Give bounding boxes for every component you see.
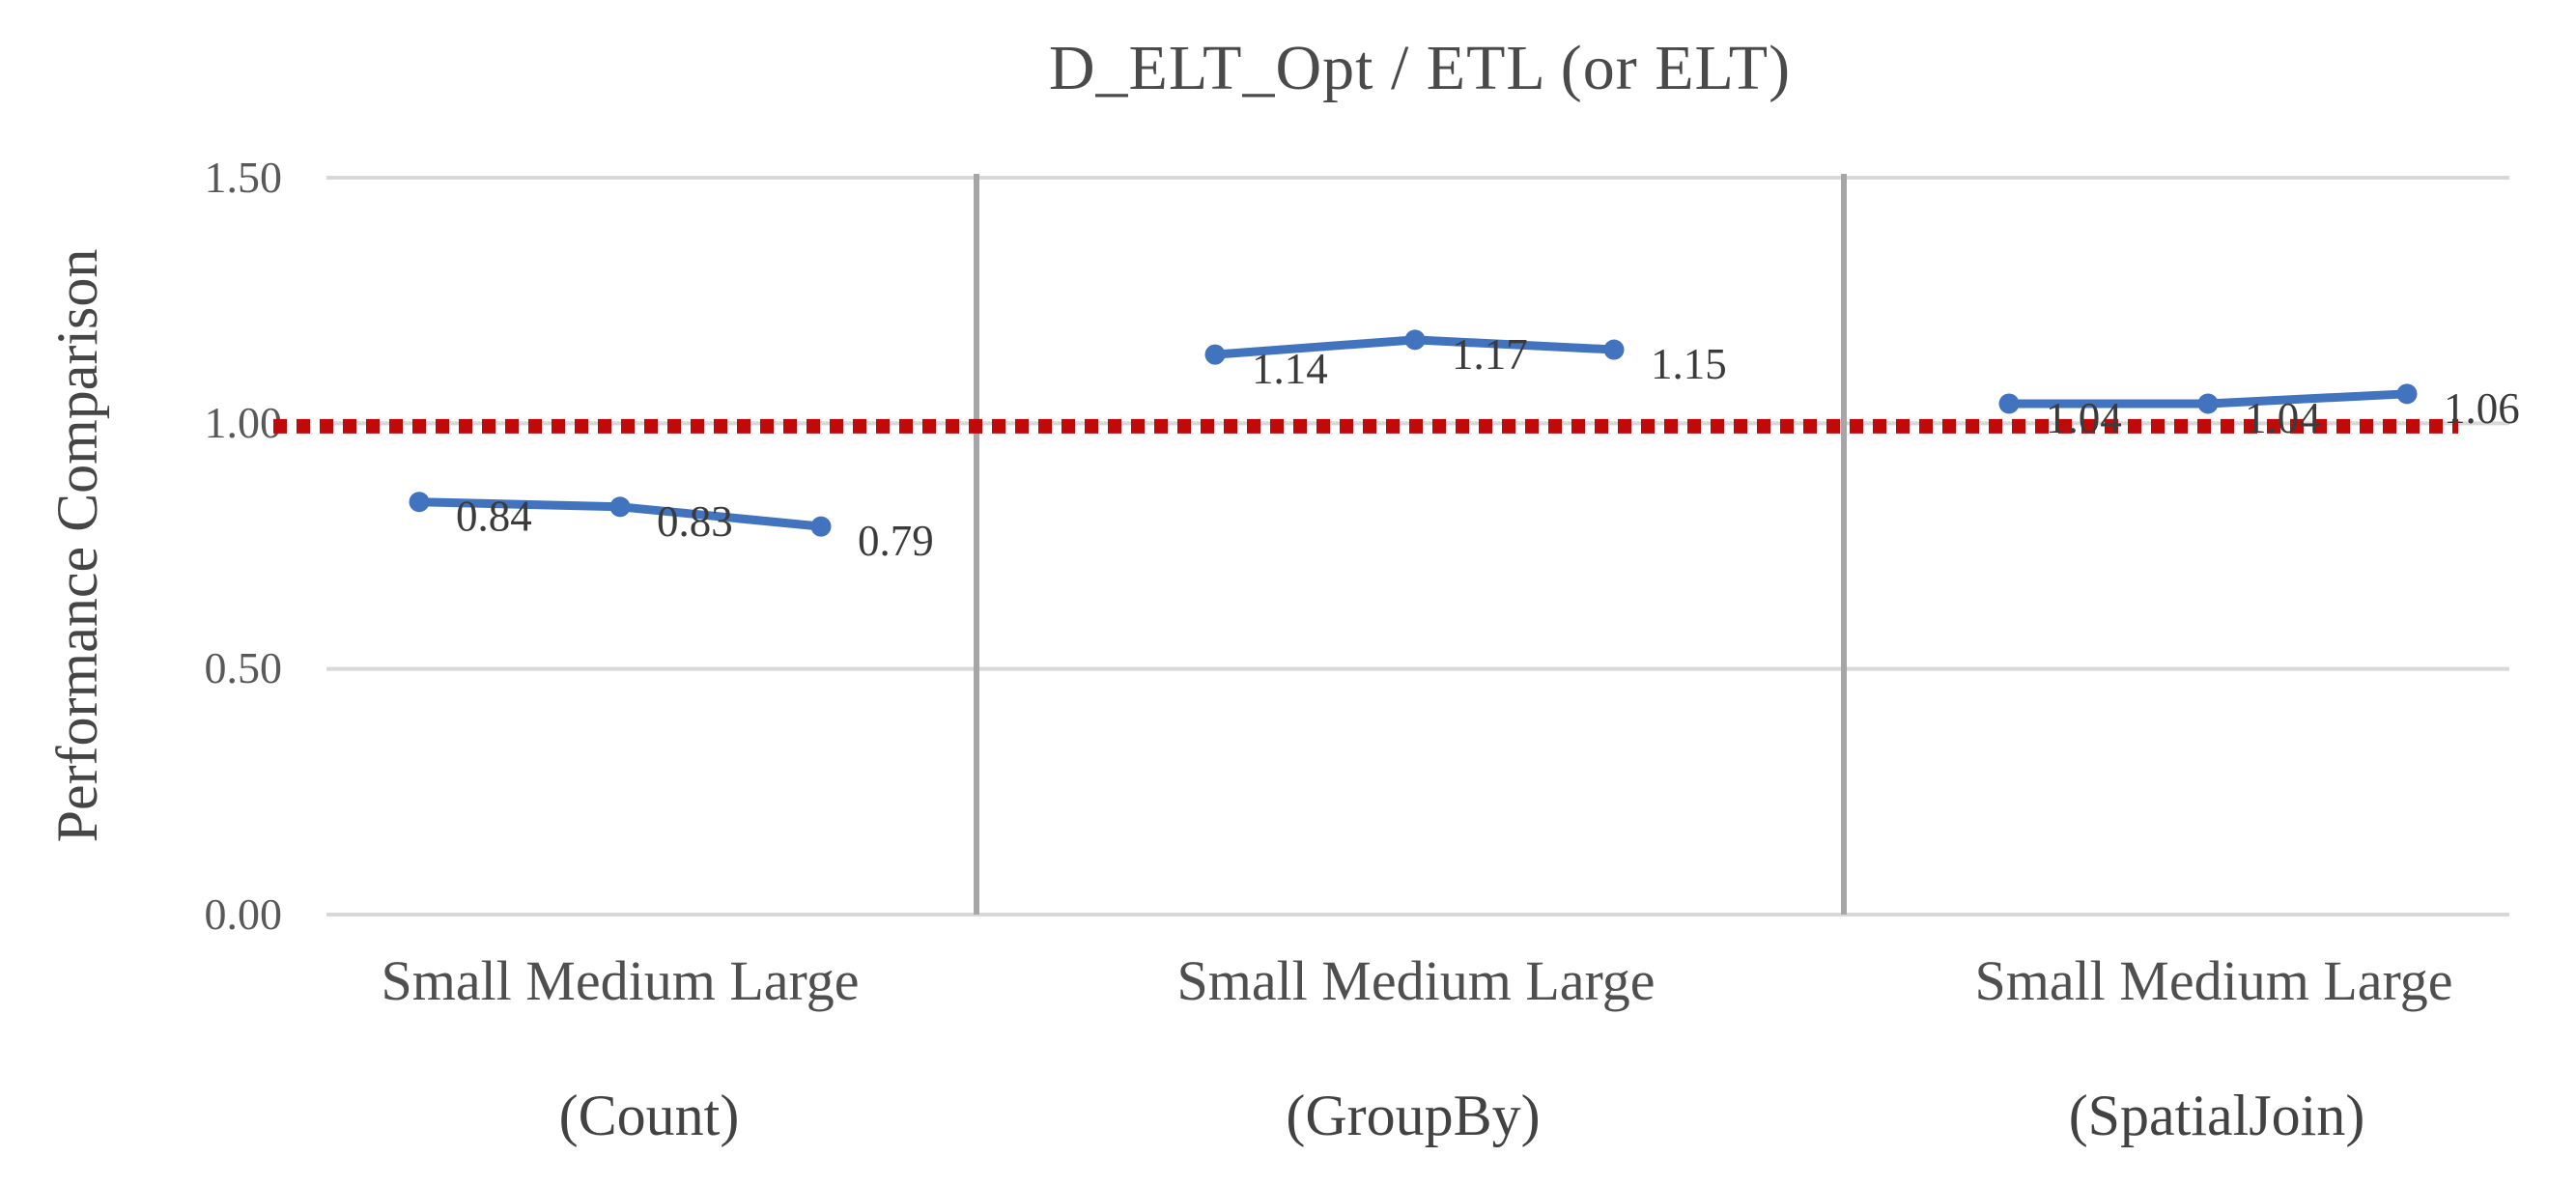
data-point-label: 1.04 [2245,394,2321,442]
data-point-label: 0.79 [858,517,934,565]
data-point-marker [609,496,631,518]
data-point-label: 1.17 [1452,330,1528,379]
y-tick-label: 0.00 [204,889,283,939]
data-point-label: 0.83 [657,497,733,546]
data-point-label: 0.84 [456,493,532,541]
x-category-labels-count: Small Medium Large [381,949,860,1012]
data-point-marker [2396,383,2418,405]
x-category-labels-spatialjoin: Small Medium Large [1974,949,2453,1012]
y-tick-label: 1.00 [204,398,283,447]
y-tick-label: 0.50 [204,643,283,692]
panel-label-spatialjoin: (SpatialJoin) [2068,1084,2365,1147]
data-point-marker [1603,339,1625,360]
data-point-label: 1.14 [1252,345,1328,393]
panel-label-count: (Count) [558,1084,740,1147]
data-point-marker [2197,393,2219,414]
data-point-marker [810,516,832,537]
data-point-marker [1998,393,2020,414]
chart-title: D_ELT_Opt / ETL (or ELT) [1048,33,1792,103]
data-point-label: 1.15 [1651,340,1727,388]
data-point-marker [1204,344,1226,365]
panel-label-groupby: (GroupBy) [1286,1084,1541,1147]
data-point-marker [409,492,430,513]
y-tick-label: 1.50 [204,153,283,202]
data-point-marker [1404,329,1426,351]
x-category-labels-groupby: Small Medium Large [1176,949,1656,1012]
data-point-label: 1.06 [2444,384,2520,433]
data-point-label: 1.04 [2046,394,2122,442]
